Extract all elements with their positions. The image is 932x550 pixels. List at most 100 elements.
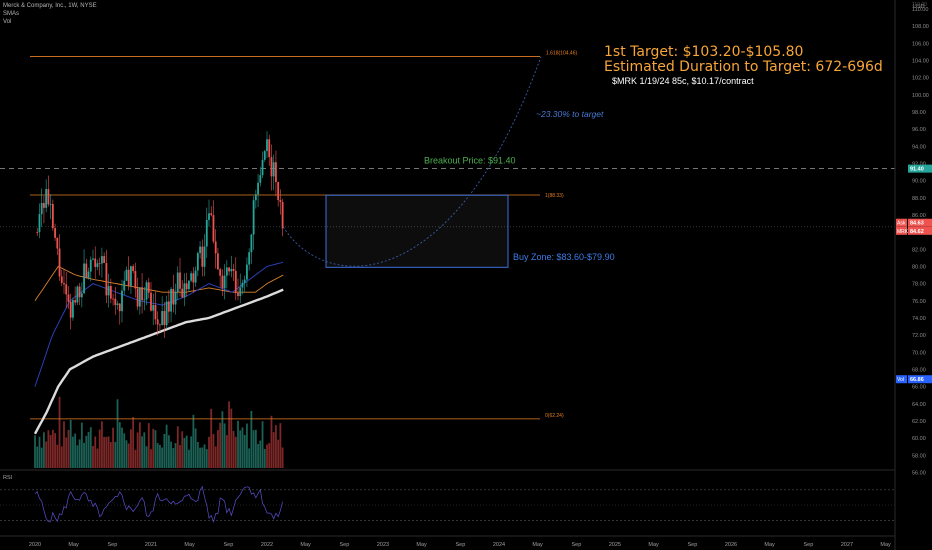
price-tick-label: 106.00 xyxy=(912,41,929,47)
candle-body xyxy=(116,303,119,305)
volume-bar xyxy=(185,435,188,468)
price-tick-label: 96.00 xyxy=(912,127,926,133)
candle-body xyxy=(228,267,230,272)
volume-bar xyxy=(170,441,172,468)
volume-bar xyxy=(78,439,81,468)
candle-body xyxy=(45,189,48,208)
indicator-volume[interactable]: Vol xyxy=(3,19,12,25)
price-badge-text: 91.40 xyxy=(910,167,924,173)
candle-body xyxy=(261,159,264,176)
volume-bar xyxy=(272,432,275,468)
price-badge xyxy=(908,226,932,235)
candle-body xyxy=(223,275,226,289)
volume-bar xyxy=(94,436,97,468)
fib-0-label: 0(62.24) xyxy=(545,413,564,419)
candle-body xyxy=(232,268,235,271)
time-tick-label: May xyxy=(880,542,891,548)
buy-zone-layer[interactable] xyxy=(325,194,509,268)
volume-bar xyxy=(194,428,197,468)
candle-body xyxy=(56,237,59,249)
time-tick-label: Sep xyxy=(571,542,581,548)
badge-prefix xyxy=(896,218,907,227)
volume-bar xyxy=(83,442,85,468)
candle-body xyxy=(199,246,201,254)
candle-body xyxy=(230,268,233,272)
price-badge xyxy=(908,218,932,227)
projection-path xyxy=(282,56,542,267)
candle-body xyxy=(58,248,61,277)
candle-body xyxy=(40,202,43,215)
candle-body xyxy=(138,287,141,307)
candle-body xyxy=(201,246,204,267)
candle-body xyxy=(134,271,137,289)
candle-body xyxy=(83,263,85,294)
candle-body xyxy=(190,273,193,281)
price-tick-label: 56.00 xyxy=(912,470,926,476)
candle-body xyxy=(80,293,83,298)
volume-bar xyxy=(74,433,77,468)
price-tick-label: 58.00 xyxy=(912,453,926,459)
time-tick-label: 2021 xyxy=(145,542,157,548)
volume-bar xyxy=(181,431,184,468)
volume-bar xyxy=(47,430,50,468)
volume-bar xyxy=(40,447,43,468)
volume-bar xyxy=(172,448,175,468)
volume-bar xyxy=(132,416,135,468)
candle-body xyxy=(246,264,248,280)
sma-slow-line xyxy=(33,288,284,435)
time-tick-label: May xyxy=(532,542,543,548)
volume-bar xyxy=(36,446,39,468)
volume-bar xyxy=(63,421,65,468)
price-badge-text: 84.62 xyxy=(910,229,924,235)
candle-body xyxy=(143,299,146,301)
volume-bar xyxy=(250,410,253,468)
candlesticks xyxy=(36,131,284,338)
candle-body xyxy=(277,182,280,201)
volume-bar xyxy=(257,443,259,468)
indicator-smas[interactable]: SMAs xyxy=(3,11,20,17)
volume-bar xyxy=(89,427,92,468)
volume-bar xyxy=(118,422,121,468)
candle-body xyxy=(225,267,228,276)
time-tick-label: Sep xyxy=(339,542,349,548)
volume-bar xyxy=(107,436,110,468)
volume-bar xyxy=(234,436,237,468)
candle-body xyxy=(208,213,210,220)
time-tick-label: 2026 xyxy=(725,542,737,548)
price-axis[interactable]: USD 56.00 58.00 60.00 62.00 64.00 66.00 68.00 70… xyxy=(894,0,932,550)
candle-body xyxy=(181,288,184,298)
candle-body xyxy=(47,189,50,205)
candle-body xyxy=(96,263,99,267)
volume-bar xyxy=(176,426,179,468)
volume-bar xyxy=(214,446,217,468)
volume-bar xyxy=(105,436,108,468)
volume-bar xyxy=(210,408,213,468)
price-tick-label: 110.00 xyxy=(912,2,927,8)
time-tick-label: 2024 xyxy=(493,542,505,548)
candle-body xyxy=(78,286,81,298)
volume-bar xyxy=(92,445,94,468)
price-tick-label: 88.00 xyxy=(912,196,926,202)
price-tick-label: 104.00 xyxy=(912,58,929,64)
candle-body xyxy=(254,194,257,201)
volume-bar xyxy=(87,431,90,468)
price-tick-label: 102.00 xyxy=(912,76,929,82)
volume-bar xyxy=(203,444,206,468)
candle-body xyxy=(63,283,65,285)
volume-bar xyxy=(154,430,157,468)
candle-body xyxy=(38,214,41,233)
candle-body xyxy=(67,294,70,302)
time-tick-label: 2027 xyxy=(841,542,853,548)
volume-bar xyxy=(67,429,70,468)
time-tick-label: 2023 xyxy=(377,542,389,548)
volume-bar xyxy=(174,443,177,468)
price-tick-label: 82.00 xyxy=(912,247,926,253)
candle-body xyxy=(130,266,132,286)
price-tick-label: 92.00 xyxy=(912,161,926,167)
moving-averages xyxy=(33,261,284,435)
buy-zone-rect[interactable] xyxy=(325,194,509,268)
time-axis[interactable]: 2020 May Sep 2021 May Sep 2022 May Sep 2023 May Sep… xyxy=(0,535,895,548)
volume-bar xyxy=(43,432,45,468)
candle-body xyxy=(94,258,97,267)
